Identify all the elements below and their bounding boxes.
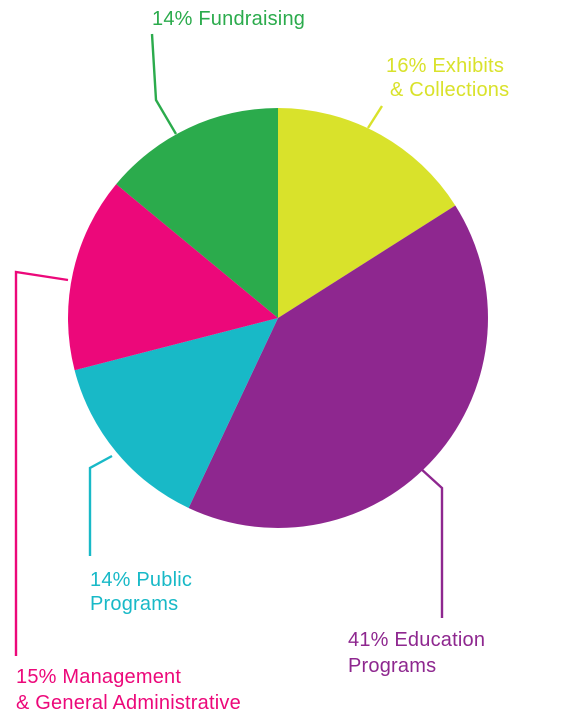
pie-slice-management-and-general-administrative [68,184,278,371]
slice-label-line: 15% Management [16,666,181,688]
pie-slice-education-programs [188,205,488,528]
slice-label-exhibits-and-collections: 16% Exhibits & Collections [386,55,509,101]
pie-slices [68,108,488,528]
slice-label-education-programs: 41% Education Programs [348,629,485,677]
slice-label-public-programs: 14% Public Programs [90,569,192,615]
slice-label-fundraising: 14% Fundraising [152,8,305,30]
slice-label-management-and-general-administrative: 15% Management & General Administrative [16,666,241,714]
leader-line-management-and-general-administrative [14,270,69,656]
pie-slice-fundraising [116,108,278,318]
slice-label-line: 16% Exhibits [386,55,504,77]
slice-label-line: & General Administrative [16,692,241,714]
label-leader-lines [14,33,444,656]
leader-line-public-programs [88,454,113,556]
slice-label-line: 14% Fundraising [152,8,305,30]
pie-slice-public-programs [74,318,278,509]
pie-slice-exhibits-and-collections [278,108,456,318]
leader-line-fundraising [150,33,178,135]
leader-line-exhibits-and-collections [366,105,384,129]
slice-label-line: & Collections [390,79,509,101]
slice-labels: 16% Exhibits & Collections 41% Education Pr… [16,8,509,714]
slice-label-line: Programs [348,655,436,677]
slice-label-line: 41% Education [348,629,485,651]
slice-label-line: 14% Public [90,569,192,591]
leader-line-education-programs [419,467,444,618]
slice-label-line: Programs [90,593,178,615]
